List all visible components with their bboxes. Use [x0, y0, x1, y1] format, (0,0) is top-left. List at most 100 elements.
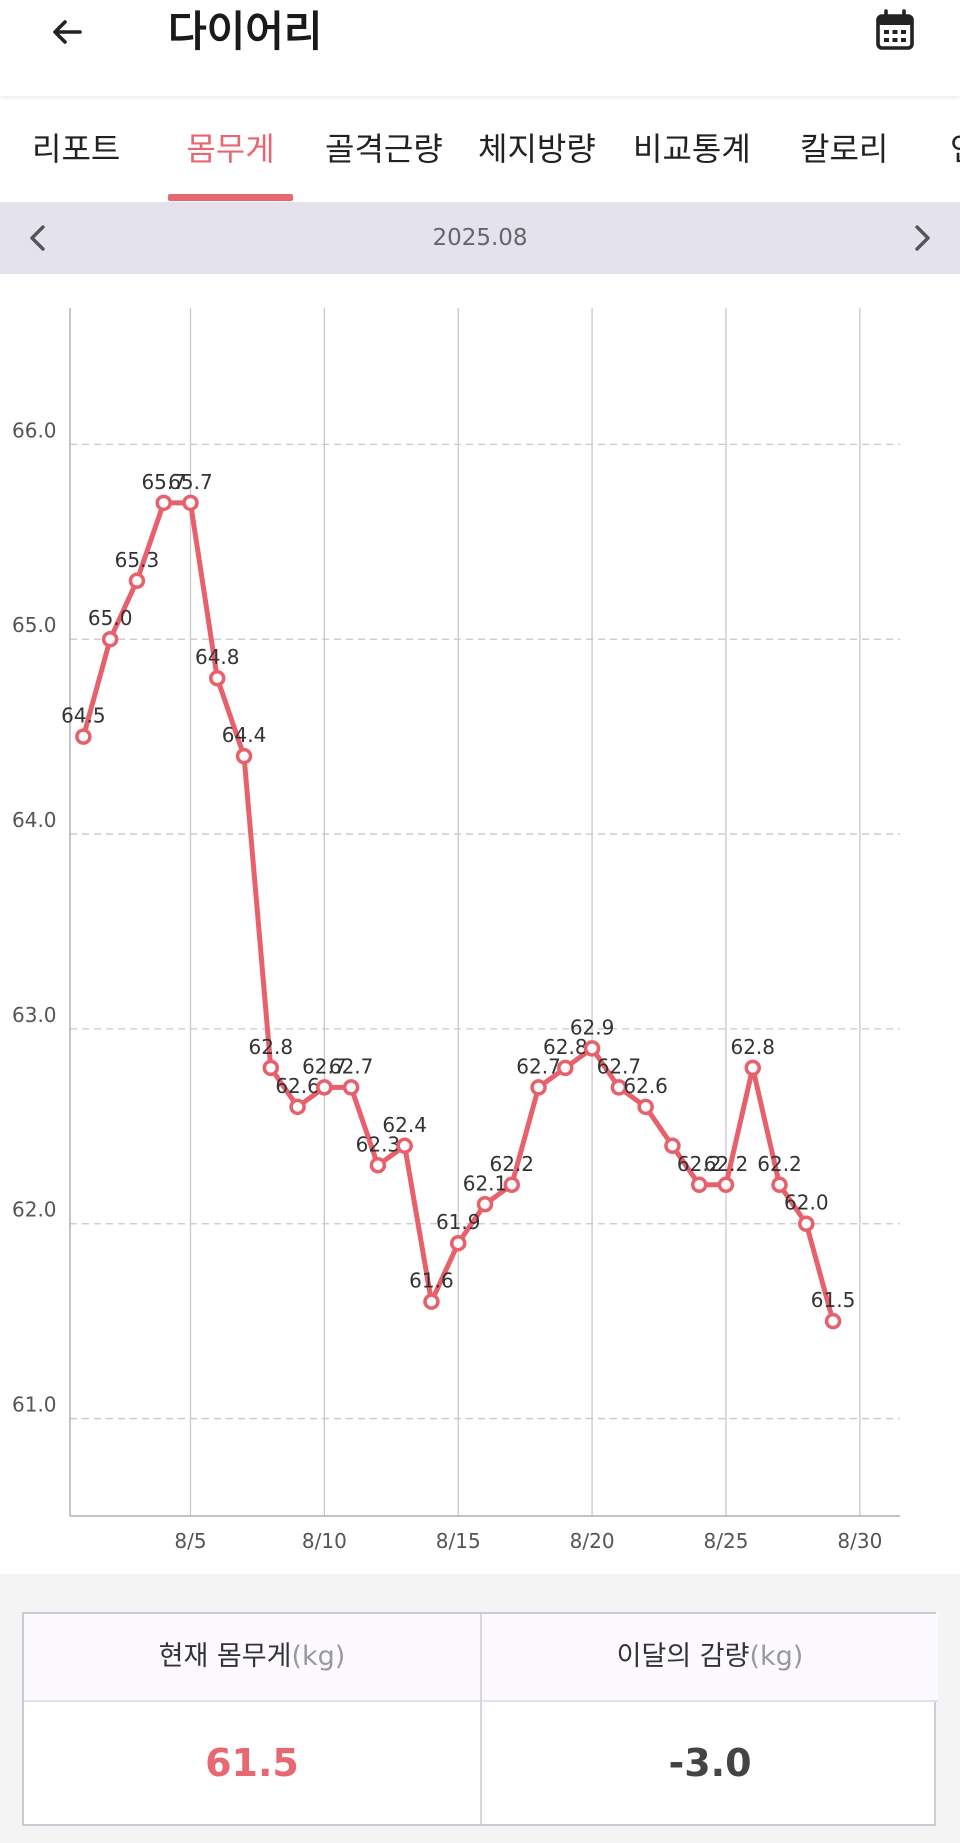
data-label: 62.7 — [302, 1054, 347, 1078]
data-point — [557, 1059, 574, 1077]
data-label: 64.4 — [222, 723, 267, 747]
data-point — [690, 1176, 708, 1194]
data-label: 62.9 — [570, 1015, 615, 1039]
y-tick-label: 66.0 — [12, 418, 57, 442]
data-label: 62.7 — [597, 1054, 642, 1078]
monthly-change-unit: (kg) — [749, 1641, 804, 1672]
data-point — [476, 1196, 494, 1213]
data-point — [637, 1098, 654, 1116]
tab-partial[interactable]: 인 — [950, 96, 960, 202]
back-button[interactable] — [42, 6, 92, 58]
data-point — [369, 1157, 387, 1174]
data-point — [128, 572, 146, 590]
monthly-change-value: -3.0 — [668, 1741, 752, 1785]
tab-body-fat[interactable]: 체지방량 — [478, 130, 596, 168]
data-point — [235, 747, 253, 765]
data-point — [798, 1215, 815, 1232]
calendar-icon — [876, 9, 914, 50]
weight-summary-table: 현재 몸무게(kg) 61.5 이달의 감량(kg) -3.0 — [22, 1612, 938, 1826]
data-label: 62.7 — [516, 1054, 561, 1078]
data-label: 62.2 — [490, 1152, 535, 1176]
month-navigator: 2025.08 — [0, 202, 960, 274]
data-label: 62.8 — [249, 1035, 294, 1059]
tab-compare-stats[interactable]: 비교통계 — [633, 130, 751, 168]
x-tick-label: 8/15 — [436, 1529, 481, 1553]
data-point — [342, 1079, 360, 1096]
data-label: 62.3 — [356, 1132, 401, 1156]
data-label: 62.8 — [543, 1035, 588, 1059]
y-tick-label: 64.0 — [12, 808, 57, 832]
weight-line-chart: 8/5 8/10 8/15 8/20 8/25 8/30 61.0 62.0 63.0 64.0 6… — [12, 308, 900, 1553]
monthly-change-label: 이달의 감량 — [616, 1641, 750, 1672]
tab-bar: 리포트 몸무게 골격근량 체지방량 비교통계 칼로리 인 — [0, 96, 960, 202]
current-weight-cell: 현재 몸무게(kg) 61.5 — [24, 1614, 482, 1824]
data-point — [155, 494, 172, 512]
data-point — [209, 669, 226, 687]
tab-report[interactable]: 리포트 — [32, 130, 121, 168]
data-label: 62.7 — [329, 1054, 374, 1078]
data-point — [182, 494, 199, 512]
data-label: 65.0 — [88, 606, 133, 630]
data-label: 61.6 — [409, 1269, 454, 1293]
next-month-button[interactable] — [896, 212, 948, 264]
data-point — [583, 1040, 601, 1057]
current-weight-value: 61.5 — [205, 1741, 299, 1785]
weight-chart-area: 8/5 8/10 8/15 8/20 8/25 8/30 61.0 62.0 63.0 64.0 6… — [0, 274, 960, 1574]
data-point — [101, 630, 119, 648]
data-point — [75, 728, 92, 745]
data-label: 62.6 — [275, 1074, 320, 1098]
chevron-right-icon — [915, 225, 930, 251]
x-tick-label: 8/25 — [704, 1529, 749, 1553]
data-label: 61.9 — [436, 1210, 481, 1234]
monthly-change-header: 이달의 감량(kg) — [482, 1614, 938, 1702]
arrow-left-icon — [53, 20, 82, 44]
data-label: 62.1 — [463, 1171, 508, 1195]
x-tick-label: 8/30 — [837, 1529, 882, 1553]
data-point — [610, 1079, 628, 1096]
data-label: 62.8 — [730, 1035, 775, 1059]
data-point — [396, 1137, 413, 1155]
data-label: 62.6 — [623, 1074, 668, 1098]
page-title: 다이어리 — [168, 7, 323, 56]
data-point — [423, 1293, 440, 1310]
calendar-button[interactable] — [870, 4, 920, 56]
monthly-change-cell: 이달의 감량(kg) -3.0 — [482, 1614, 938, 1824]
data-point — [289, 1098, 306, 1116]
data-label: 65.3 — [115, 548, 160, 572]
chevron-left-icon — [30, 225, 45, 251]
data-label: 65.7 — [168, 470, 213, 494]
x-tick-label: 8/5 — [174, 1529, 206, 1553]
data-label: 62.4 — [382, 1113, 427, 1137]
prev-month-button[interactable] — [12, 212, 64, 264]
data-label: 62.2 — [677, 1152, 722, 1176]
y-tick-label: 63.0 — [12, 1003, 57, 1027]
data-label: 61.5 — [811, 1288, 856, 1312]
data-label: 64.8 — [195, 645, 240, 669]
tab-skeletal-muscle[interactable]: 골격근량 — [325, 130, 443, 168]
data-point — [530, 1079, 547, 1096]
data-point — [824, 1312, 842, 1330]
data-label: 62.2 — [704, 1152, 749, 1176]
current-weight-unit: (kg) — [291, 1641, 346, 1672]
data-point — [316, 1079, 333, 1096]
x-tick-label: 8/20 — [570, 1529, 615, 1553]
y-tick-label: 65.0 — [12, 613, 57, 637]
data-point — [717, 1176, 735, 1194]
data-point — [503, 1176, 521, 1194]
app-header: 다이어리 — [0, 0, 960, 96]
current-weight-header: 현재 몸무게(kg) — [24, 1614, 480, 1702]
x-tick-label: 8/10 — [302, 1529, 347, 1553]
data-point — [449, 1234, 467, 1252]
data-label: 64.5 — [61, 704, 106, 728]
y-tick-label: 61.0 — [12, 1393, 57, 1417]
data-point — [664, 1137, 681, 1155]
active-tab-indicator — [168, 194, 293, 201]
tab-calories[interactable]: 칼로리 — [800, 130, 889, 168]
data-point — [771, 1176, 788, 1194]
data-label: 65.7 — [141, 470, 186, 494]
month-label: 2025.08 — [432, 225, 528, 251]
y-tick-label: 62.0 — [12, 1198, 57, 1222]
data-point — [744, 1059, 761, 1077]
tab-weight[interactable]: 몸무게 — [186, 130, 275, 168]
data-label: 62.2 — [757, 1152, 802, 1176]
